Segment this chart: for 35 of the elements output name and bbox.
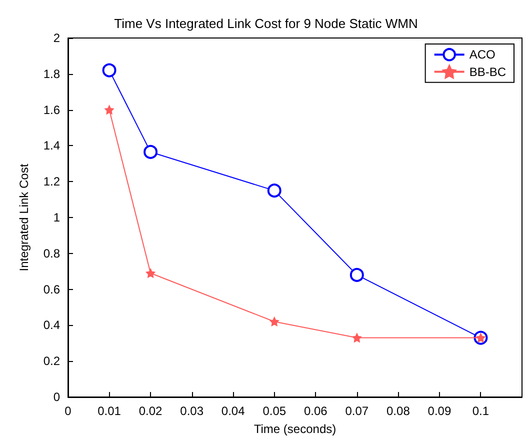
- y-tick-label: 0.2: [43, 354, 60, 368]
- y-tick-label: 1.4: [43, 138, 60, 153]
- point: [146, 268, 156, 278]
- x-tick-label: 0.1: [472, 404, 490, 418]
- y-tick-label: 1.2: [43, 174, 60, 189]
- point: [144, 144, 158, 159]
- point: [267, 184, 282, 198]
- point: [270, 317, 279, 326]
- x-tick-label: 0.07: [345, 404, 369, 418]
- chart-title: Time Vs Integrated Link Cost for 9 Node Static WMN: [114, 16, 418, 31]
- y-tick-label: 0: [53, 390, 60, 404]
- y-tick-label: 1.8: [43, 66, 60, 81]
- y-tick-label: 2: [53, 31, 60, 45]
- x-tick-label: 0.04: [221, 404, 246, 418]
- x-tick-label: 0.09: [428, 404, 452, 418]
- x-tick-label: 0.05: [262, 404, 286, 418]
- y-tick-label: 1: [53, 210, 60, 224]
- x-tick-label: 0.08: [386, 404, 410, 418]
- point: [350, 268, 364, 282]
- x-tick-label: 0: [64, 404, 72, 418]
- y-axis-title: Integrated Link Cost: [17, 163, 31, 272]
- x-tick-label: 0.02: [138, 404, 163, 418]
- x-tick-label: 0.06: [304, 404, 328, 418]
- y-tick-label: 0.4: [43, 318, 60, 332]
- x-tick-label: 0.03: [180, 404, 204, 418]
- x-axis-title: Time (seconds): [254, 422, 336, 436]
- x-tick-label: 0.01: [98, 404, 122, 418]
- point: [102, 63, 116, 78]
- legend-label: BB-BC: [469, 64, 506, 79]
- y-tick-label: 0.6: [43, 282, 60, 296]
- point: [352, 333, 362, 342]
- y-tick-label: 1.6: [43, 102, 60, 117]
- point: [104, 105, 114, 114]
- legend-label: ACO: [469, 48, 496, 62]
- y-tick-label: 0.8: [43, 246, 60, 260]
